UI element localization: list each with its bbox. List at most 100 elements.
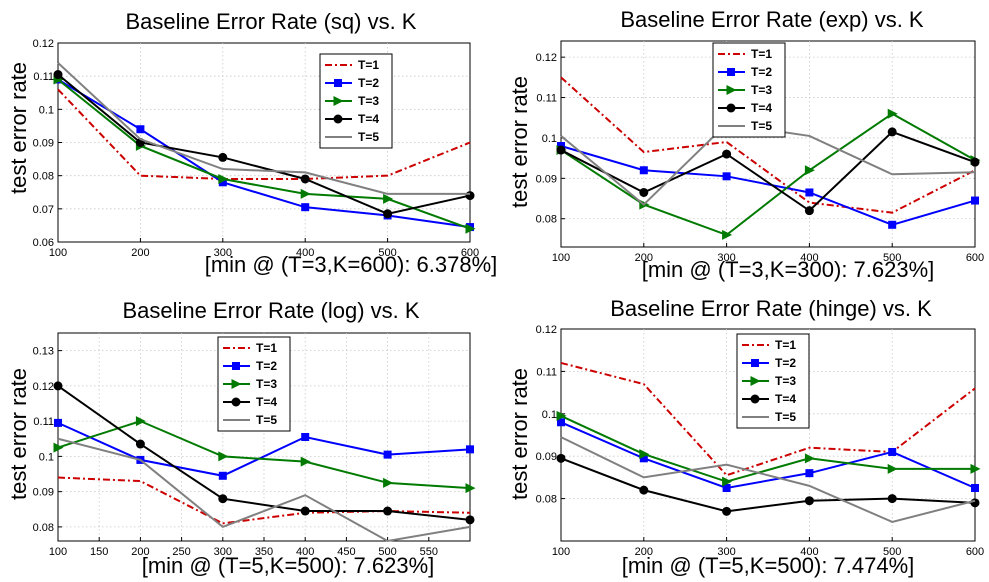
y-tick-label: 0.1 [542, 133, 557, 145]
legend-label: T=2 [358, 76, 379, 90]
series-T4 [556, 453, 980, 516]
x-tick-label: 400 [800, 546, 818, 558]
chart-title: Baseline Error Rate (log) vs. K [122, 298, 419, 323]
x-tick-label: 600 [966, 252, 984, 264]
y-tick-label: 0.08 [536, 494, 557, 506]
series-line [57, 421, 471, 477]
data-point [301, 433, 310, 441]
data-point [218, 471, 227, 480]
chart-title: Baseline Error Rate (sq) vs. K [126, 9, 417, 34]
series-T4 [556, 127, 980, 216]
legend-marker [750, 394, 760, 404]
data-point [887, 108, 898, 119]
legend-marker [333, 114, 343, 124]
chart-panel-exp: Baseline Error Rate (exp) vs. K [min @ (… [507, 7, 984, 282]
series-T5 [57, 437, 471, 543]
x-tick-label: 300 [717, 546, 735, 558]
series-line [560, 112, 976, 237]
legend-label: T=4 [358, 112, 379, 126]
series-T1 [560, 76, 976, 214]
series-line [560, 457, 976, 513]
data-point [383, 477, 394, 488]
series-T1 [57, 476, 471, 525]
data-point [383, 193, 394, 204]
series-T1 [560, 361, 976, 477]
x-tick-label: 500 [378, 546, 396, 558]
legend-marker [232, 362, 240, 370]
data-point [300, 506, 310, 516]
data-point [888, 220, 897, 229]
x-tick-label: 400 [296, 247, 314, 259]
data-point [971, 196, 979, 205]
y-tick-label: 0.09 [33, 487, 54, 499]
x-tick-label: 250 [172, 546, 190, 558]
y-tick-label: 0.1 [39, 104, 54, 116]
data-point [722, 172, 731, 181]
data-point [970, 463, 981, 474]
series-line [57, 437, 471, 543]
series-T4 [53, 381, 475, 525]
series-T2 [557, 418, 979, 492]
legend-label: T=2 [256, 359, 277, 373]
y-axis-label: test error rate [507, 368, 532, 500]
x-tick-label: 150 [90, 546, 108, 558]
y-tick-label: 0.1 [39, 451, 54, 463]
series-line [57, 476, 471, 525]
y-tick-label: 0.12 [536, 52, 557, 64]
series-line [57, 73, 471, 215]
data-point [218, 152, 228, 162]
data-point [804, 206, 814, 216]
y-tick-label: 0.12 [536, 324, 557, 336]
series-line [57, 385, 471, 521]
legend-label: T=5 [358, 130, 379, 144]
legend-label: T=4 [751, 101, 772, 115]
y-tick-label: 0.09 [536, 451, 557, 463]
series-line [560, 130, 976, 212]
legend-label: T=5 [256, 413, 277, 427]
data-point [54, 418, 62, 427]
series-line [560, 145, 976, 226]
y-axis-label: test error rate [6, 368, 31, 500]
data-point [300, 188, 311, 199]
y-tick-label: 0.11 [536, 93, 557, 105]
data-point [804, 453, 815, 464]
legend-marker [231, 379, 242, 389]
legend-label: T=4 [256, 395, 277, 409]
data-point [804, 165, 815, 176]
data-point [465, 223, 476, 234]
data-point [804, 496, 814, 506]
x-tick-label: 600 [461, 247, 479, 259]
x-tick-label: 500 [883, 546, 901, 558]
y-tick-label: 0.13 [33, 346, 54, 358]
data-point [465, 515, 475, 525]
data-point [722, 506, 732, 516]
legend-label: T=5 [775, 410, 796, 424]
x-axis-label: [min @ (T=3,K=600): 6.378%] [205, 252, 498, 277]
y-tick-label: 0.09 [536, 173, 557, 185]
legend-label: T=1 [256, 341, 277, 355]
data-point [218, 494, 228, 504]
data-point [466, 445, 474, 454]
y-tick-label: 0.09 [33, 138, 54, 150]
legend-label: T=5 [751, 119, 772, 133]
ticks: 100 200 300 400 500 600 0.08 0.09 0.1 0.11 0.12 [536, 52, 985, 264]
y-tick-label: 0.06 [33, 237, 54, 249]
data-point [971, 484, 979, 492]
y-axis-label: test error rate [6, 62, 31, 194]
data-point [465, 483, 476, 494]
series-T5 [560, 436, 976, 523]
legend-label: T=3 [775, 374, 796, 388]
ticks: 100 200 300 400 500 600 0.06 0.07 0.08 0.09 0.1 0.1… [33, 38, 480, 259]
y-tick-label: 0.08 [536, 214, 557, 226]
x-tick-label: 100 [552, 546, 570, 558]
legend-marker [727, 68, 735, 76]
data-point [722, 484, 731, 492]
data-point [135, 439, 145, 449]
y-tick-label: 0.11 [33, 416, 54, 428]
y-axis-label: test error rate [507, 76, 532, 208]
data-point [639, 485, 649, 495]
legend-label: T=1 [775, 338, 796, 352]
x-tick-label: 400 [800, 252, 818, 264]
series-line [57, 62, 470, 195]
